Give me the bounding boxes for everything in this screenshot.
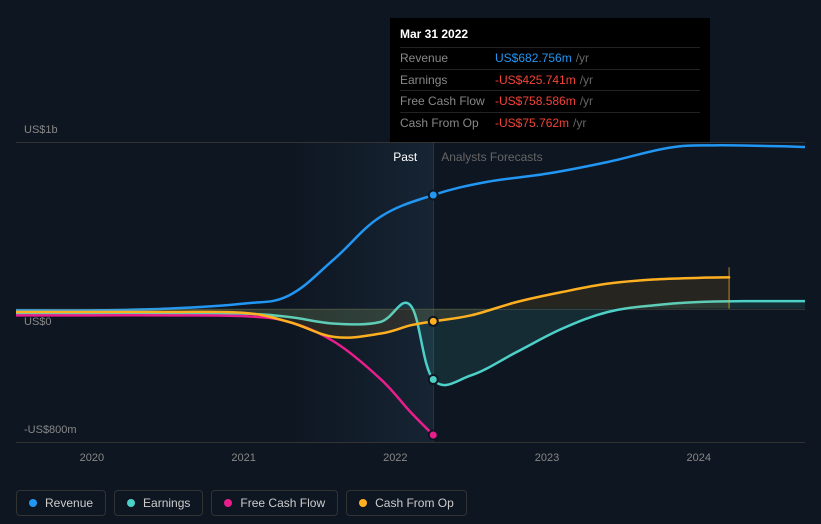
chart-tooltip: Mar 31 2022 RevenueUS$682.756m/yrEarning… [390,18,710,142]
legend-dot-icon [127,499,135,507]
y-axis-label: US$1b [24,124,58,136]
chart-plot[interactable] [16,142,805,442]
tooltip-row: Earnings-US$425.741m/yr [400,69,700,91]
legend-item[interactable]: Earnings [114,490,203,516]
tooltip-metric-unit: /yr [576,50,589,67]
tooltip-metric-label: Revenue [400,50,495,67]
tooltip-metric-label: Earnings [400,72,495,89]
tooltip-metric-value: -US$425.741m [495,72,576,89]
x-axis-label: 2022 [383,452,407,464]
chart-legend: Revenue Earnings Free Cash Flow Cash From O… [16,490,467,516]
tooltip-metric-unit: /yr [580,93,593,110]
legend-dot-icon [29,499,37,507]
legend-label: Revenue [45,496,93,510]
tooltip-metric-unit: /yr [580,72,593,89]
x-axis-label: 2021 [231,452,255,464]
x-axis-label: 2024 [687,452,711,464]
x-axis-label: 2020 [80,452,104,464]
series-marker [429,431,438,440]
tooltip-row: Cash From Op-US$75.762m/yr [400,112,700,134]
legend-item[interactable]: Free Cash Flow [211,490,338,516]
series-marker [429,317,438,326]
tooltip-metric-value: -US$758.586m [495,93,576,110]
legend-label: Earnings [143,496,190,510]
legend-dot-icon [224,499,232,507]
legend-item[interactable]: Revenue [16,490,106,516]
series-area [16,277,729,337]
series-marker [429,191,438,200]
legend-label: Free Cash Flow [240,496,325,510]
series-marker [429,375,438,384]
legend-item[interactable]: Cash From Op [346,490,467,516]
tooltip-row: RevenueUS$682.756m/yr [400,47,700,69]
legend-label: Cash From Op [375,496,454,510]
tooltip-metric-value: -US$75.762m [495,115,569,132]
axis-bottom-line [16,442,805,443]
tooltip-row: Free Cash Flow-US$758.586m/yr [400,90,700,112]
tooltip-metric-unit: /yr [573,115,586,132]
tooltip-metric-value: US$682.756m [495,50,572,67]
legend-dot-icon [359,499,367,507]
tooltip-metric-label: Cash From Op [400,115,495,132]
x-axis-label: 2023 [535,452,559,464]
tooltip-metric-label: Free Cash Flow [400,93,495,110]
tooltip-date: Mar 31 2022 [400,26,700,43]
